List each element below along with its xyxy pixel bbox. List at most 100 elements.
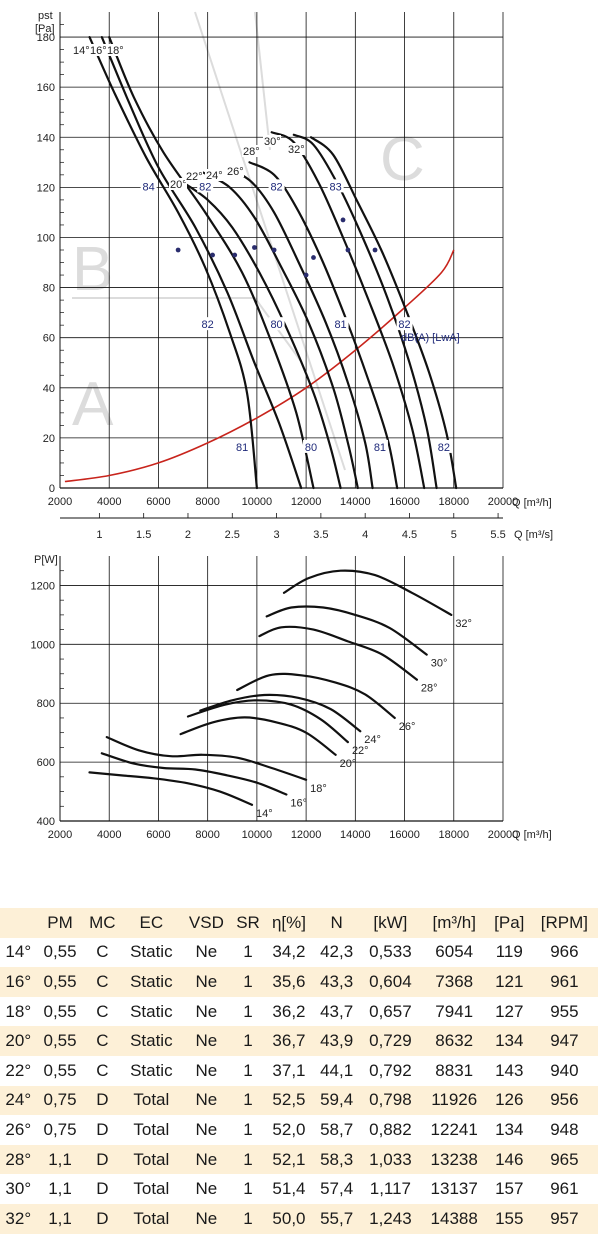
table-cell: 948	[550, 1119, 579, 1139]
table-row: 18° 0,55 C Static Ne 1 36,2 43,7 0,657 7941 127 955	[0, 996, 598, 1027]
table-cell: 32°	[5, 1208, 32, 1228]
table-cell: 157	[495, 1179, 524, 1199]
table-cell: Total	[133, 1208, 170, 1228]
operating-point	[303, 272, 309, 278]
table-cell: D	[96, 1119, 109, 1139]
sound-label-bg	[268, 179, 285, 193]
power-curve-28deg	[258, 625, 418, 681]
table-cell: 14°	[5, 942, 32, 962]
table-cell: 7941	[435, 1001, 474, 1021]
table-cell: 43,3	[320, 971, 354, 991]
watermark-letter-c: C	[380, 125, 425, 194]
curve-14deg	[88, 36, 258, 490]
power-curve-16deg	[100, 752, 288, 796]
table-cell: 44,1	[320, 1060, 354, 1080]
secondary-tick-label: 4.5	[402, 529, 417, 541]
table-cell: 1	[243, 1060, 253, 1080]
x-tick-label: 16000	[389, 496, 420, 508]
secondary-tick-label: 3.5	[313, 529, 328, 541]
table-cell: 36,7	[272, 1031, 306, 1051]
watermark-line	[194, 11, 346, 471]
table-header-cell: [m³/h]	[432, 912, 476, 932]
secondary-x-axis-label: Q [m³/s]	[514, 529, 553, 541]
y-tick-label: 120	[37, 182, 55, 194]
table-cell: 28°	[5, 1149, 32, 1169]
x-tick-label: 18000	[438, 496, 469, 508]
table-header-cell: [kW]	[373, 912, 408, 932]
curve-label: 30°	[264, 136, 281, 148]
table-cell: 14388	[430, 1208, 478, 1228]
sound-label-bg	[234, 439, 251, 453]
power-curve-label: 26°	[399, 721, 416, 733]
sound-label-bg	[140, 179, 157, 193]
table-cell: Static	[130, 1060, 173, 1080]
table-cell: 18°	[5, 1001, 32, 1021]
table-row: 24° 0,75 D Total Ne 1 52,5 59,4 0,798 11926 126 956	[0, 1085, 598, 1116]
table-cell: 1	[243, 1119, 253, 1139]
curve-label: 16°	[90, 45, 107, 57]
table-cell: 1	[243, 1001, 253, 1021]
table-cell: 1	[243, 1149, 253, 1169]
table-header-cell: N	[330, 912, 343, 932]
x-tick-label: 14000	[340, 496, 371, 508]
table-cell: 52,0	[272, 1119, 306, 1139]
table-cell: 961	[550, 971, 579, 991]
table-cell: Ne	[195, 1208, 218, 1228]
table-cell: 0,55	[43, 971, 77, 991]
table-cell: Total	[133, 1179, 170, 1199]
table-cell: D	[96, 1090, 109, 1110]
table-cell: Static	[130, 942, 173, 962]
power-curve-14deg	[88, 771, 254, 806]
table-cell: Ne	[195, 1090, 218, 1110]
x-tick-label: 2000	[48, 496, 72, 508]
x-tick-label: 6000	[146, 496, 170, 508]
table-cell: 43,9	[320, 1031, 354, 1051]
sound-label-bg	[197, 179, 214, 193]
table-cell: 1,1	[48, 1149, 72, 1169]
table-cell: 0,55	[43, 1031, 77, 1051]
x-tick-label: 6000	[146, 829, 170, 841]
power-curve-label: 14°	[256, 808, 273, 820]
power-curve-label: 24°	[364, 734, 381, 746]
y-tick-label: 160	[37, 82, 55, 94]
y-tick-label: 40	[43, 383, 55, 395]
table-cell: 13238	[430, 1149, 478, 1169]
sound-unit-label: dB(A) [LwA]	[401, 332, 460, 344]
table-cell: 0,798	[369, 1090, 412, 1110]
sound-label-bg	[268, 317, 285, 331]
sound-label: 82	[438, 442, 450, 454]
table-cell: 0,657	[369, 1001, 412, 1021]
power-curve-32deg	[282, 569, 453, 616]
curve-label: 18°	[107, 45, 124, 57]
table-cell: Ne	[195, 942, 218, 962]
table-cell: 52,5	[272, 1090, 306, 1110]
table-cell: Ne	[195, 1060, 218, 1080]
sound-label: 82	[270, 181, 282, 193]
curve-label: 24°	[206, 170, 223, 182]
curve-label: 26°	[227, 166, 244, 178]
sound-label: 84	[142, 181, 154, 193]
operating-point	[271, 247, 277, 253]
table-header-cell: [Pa]	[494, 912, 525, 932]
sound-label-bg	[199, 317, 216, 331]
watermark-letter-a: A	[72, 370, 114, 439]
label-bg	[242, 145, 260, 157]
table-cell: 0,55	[43, 1001, 77, 1021]
table-cell: 58,7	[320, 1119, 354, 1139]
table-cell: Static	[130, 971, 173, 991]
x-tick-label: 16000	[389, 829, 420, 841]
sound-label: 81	[236, 442, 248, 454]
label-bg	[169, 178, 187, 190]
y-tick-label: 20	[43, 433, 55, 445]
secondary-tick-label: 2	[185, 529, 191, 541]
table-cell: Ne	[195, 1001, 218, 1021]
table-cell: 0,604	[369, 971, 412, 991]
power-curve-label: 20°	[340, 758, 357, 770]
secondary-tick-label: 5	[451, 529, 457, 541]
table-cell: Ne	[195, 1031, 218, 1051]
operating-point	[372, 247, 378, 253]
y-tick-label: 180	[37, 32, 55, 44]
x-tick-label: 20000	[488, 496, 519, 508]
table-cell: 43,7	[320, 1001, 354, 1021]
table-cell: Ne	[195, 1149, 218, 1169]
